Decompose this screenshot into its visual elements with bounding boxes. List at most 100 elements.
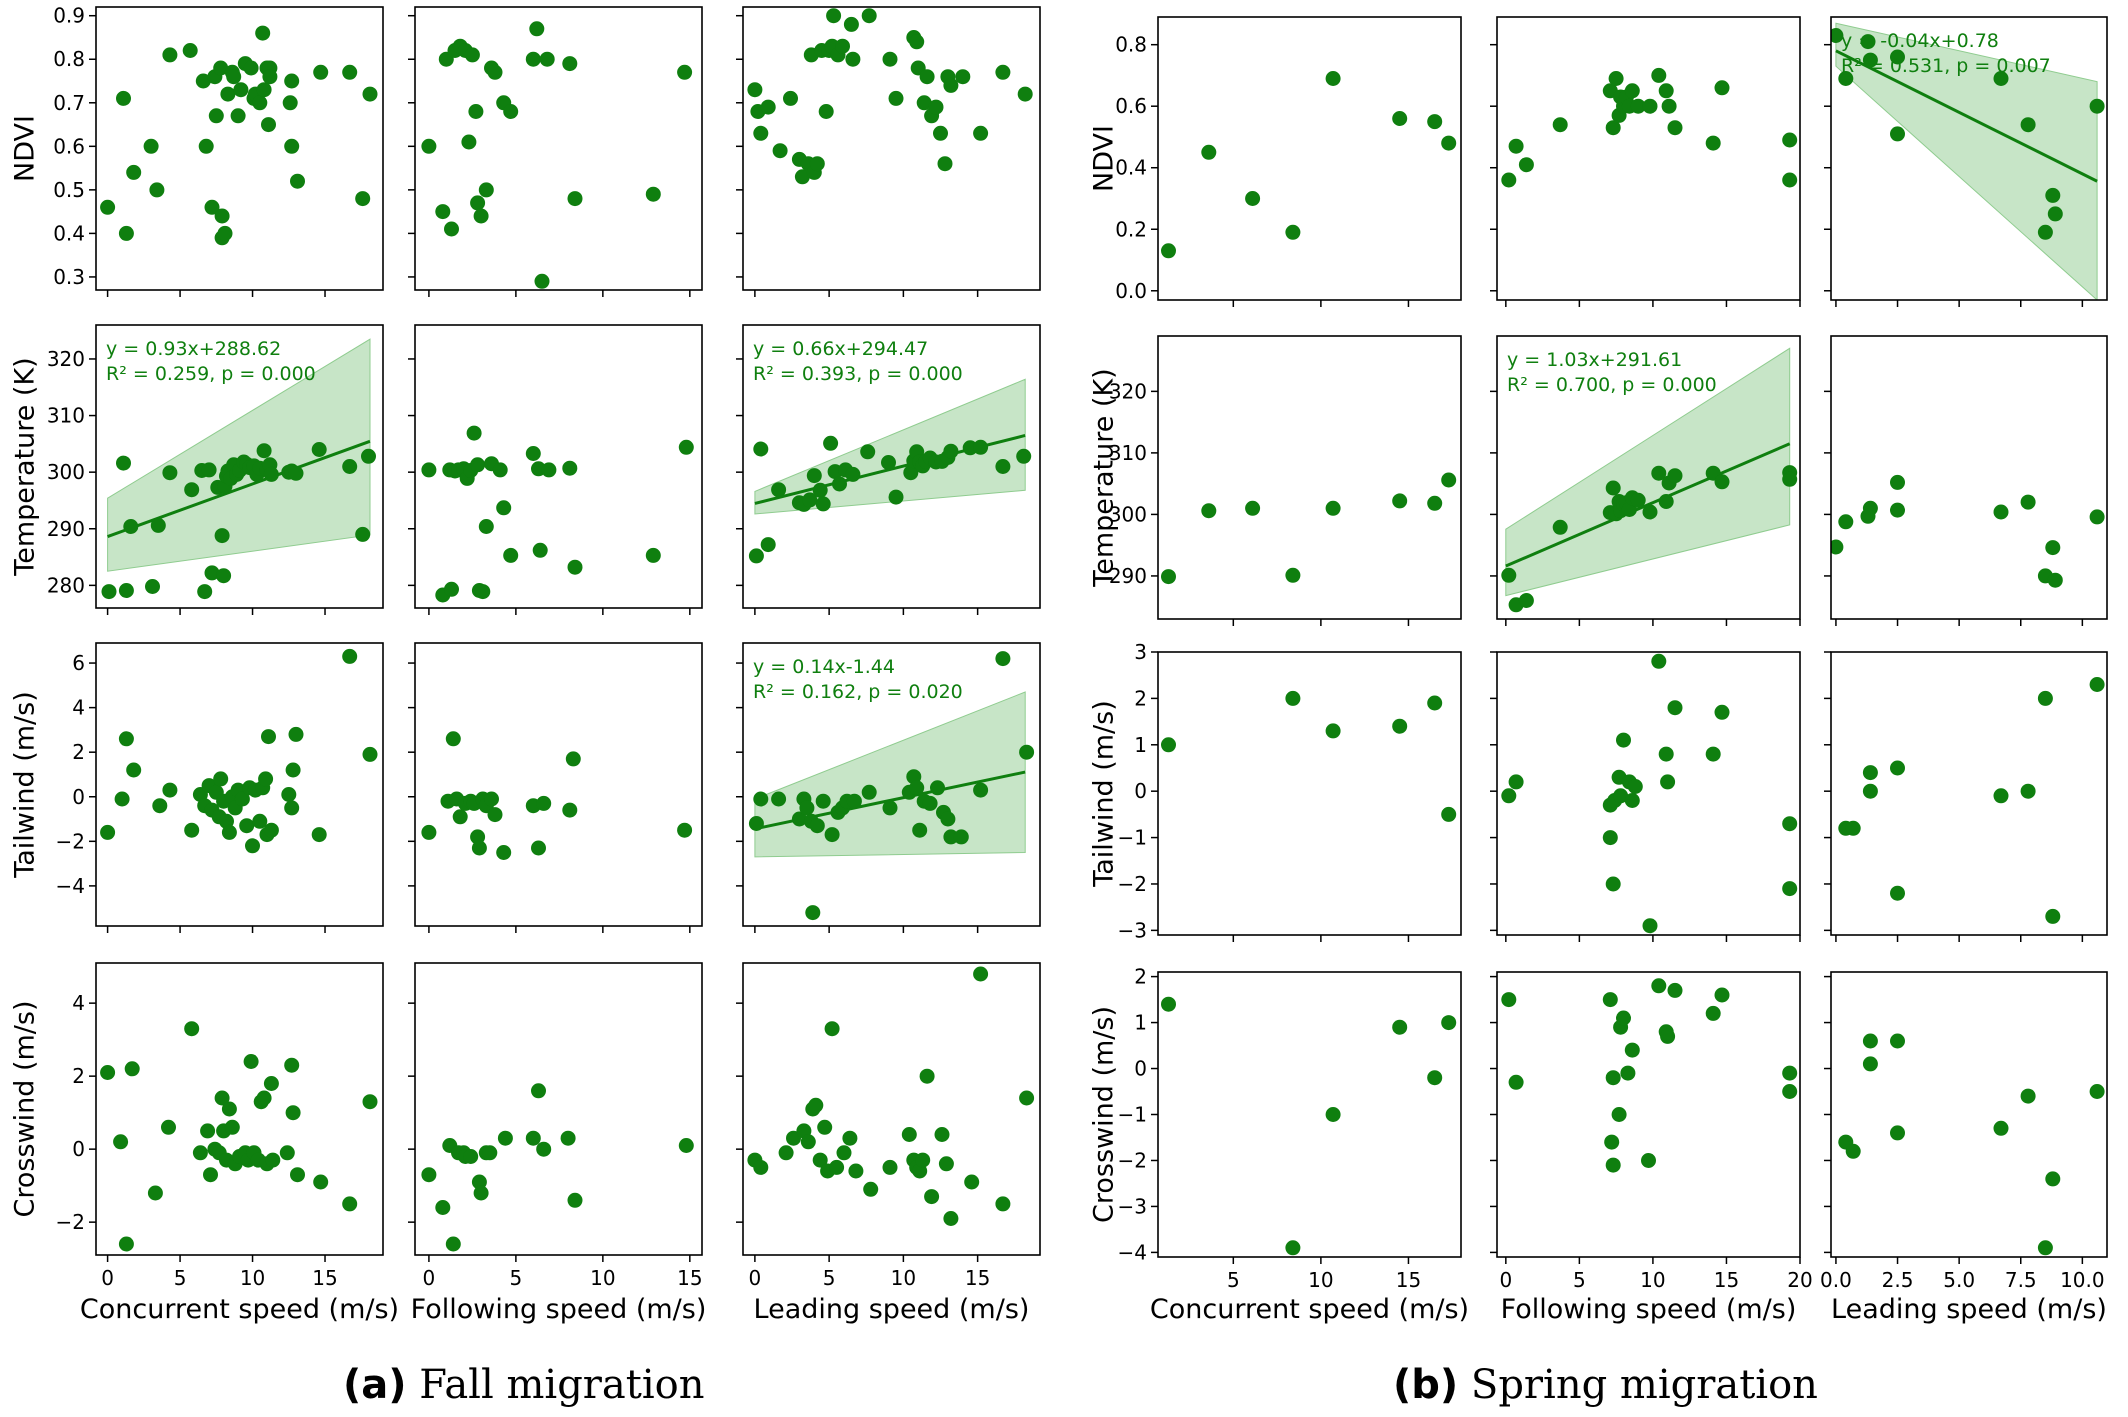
data-point [783,90,798,106]
panel-r3-c0: 0 5 10 15 −2 0 2 4 [56,962,384,1290]
data-point [1630,492,1646,508]
data-point [964,1174,980,1190]
data-point [1285,690,1301,706]
data-point [677,64,693,80]
data-point [263,822,279,838]
data-point [1501,788,1517,804]
data-point [1782,471,1798,487]
data-point [1427,114,1443,130]
x-tick-label: 5 [1573,1268,1586,1292]
data-point [532,542,548,558]
data-point [562,802,578,818]
panel-frame [95,6,384,291]
x-tick-label: 5 [823,1266,836,1290]
data-point [845,466,861,482]
data-point [1427,695,1443,711]
data-point [471,1174,487,1190]
data-point [342,459,358,474]
data-point [2020,1088,2036,1104]
data-point [261,729,276,745]
data-point [475,584,491,600]
data-point [1642,504,1658,520]
x-tick-label: 10 [891,1266,916,1290]
y-tick-label: −3 [1118,1194,1147,1218]
y-tick-label: −4 [1118,1240,1147,1264]
panel-frame [1496,971,1801,1258]
data-point [1325,500,1341,516]
data-point [1605,480,1621,496]
data-point [748,816,764,831]
data-point [1714,987,1730,1003]
y-tick-label: 300 [1109,502,1147,526]
data-point [1782,172,1798,188]
data-point [478,519,494,534]
data-point [492,462,508,478]
y-tick-label: 0.5 [53,178,85,202]
data-point [184,1021,200,1037]
data-point [1831,28,1844,43]
panel-r2-c1 [1490,651,1801,942]
data-point [282,95,298,111]
panel-r3-c2: 0.0 2.5 5.0 7.5 10.0 [1820,971,2108,1292]
data-point [1245,191,1261,206]
data-point [230,108,246,124]
data-point [815,793,831,809]
y-tick-label: 4 [72,696,85,720]
data-point [888,90,904,106]
data-point [1714,474,1730,490]
data-point [162,47,178,63]
data-point [473,208,489,224]
data-point [1325,71,1341,86]
data-point [529,21,545,37]
data-point [473,1185,489,1201]
data-point [1660,1028,1676,1044]
data-point [243,1054,259,1069]
data-point [1441,472,1457,488]
data-point [1667,468,1683,484]
data-point [143,138,159,154]
y-tick-label: 0.7 [53,91,85,115]
panel-r1-c0: y = 0.93x+288.62 R² = 0.259, p = 0.000 280… [47,324,384,615]
data-point [217,225,233,241]
data-point [1245,500,1261,516]
data-point [342,648,358,664]
data-point [263,1076,279,1091]
data-point [809,156,825,172]
y-tick-label: −1 [1118,1103,1147,1127]
x-tick-label: 0.0 [1820,1268,1852,1292]
panel-frame [1496,651,1801,936]
data-point [452,809,468,825]
data-point [912,822,928,838]
regression-line [1835,49,2098,183]
y-tick-label: 320 [47,347,85,371]
data-point [1658,746,1674,762]
data-point [1441,806,1457,822]
data-point [256,82,272,98]
data-point [421,824,437,840]
y-tick-label: 2 [72,740,85,764]
regression-line [107,439,371,538]
data-point [861,784,877,800]
data-point [1616,732,1631,748]
data-point [794,169,810,185]
data-point [1325,1107,1341,1122]
regression-equation: y = -0.04x+0.78 [1841,30,1999,52]
data-point [265,1152,281,1168]
x-tick-label: 10 [1308,1268,1333,1292]
data-point [567,559,583,575]
data-point [1624,793,1640,808]
data-point [1552,519,1568,535]
data-point [1845,820,1861,836]
y-tick-label: 0.6 [1115,94,1147,118]
data-point [995,459,1011,474]
x-tick-label: 0 [423,1266,436,1290]
data-point [882,51,898,67]
y-tick-label: 2 [72,1064,85,1088]
data-point [1782,1084,1798,1099]
data-point [1862,783,1878,799]
data-point [284,73,300,89]
data-point [930,780,945,796]
data-point [482,1145,498,1161]
data-point [1890,885,1905,901]
data-point [1838,514,1854,530]
